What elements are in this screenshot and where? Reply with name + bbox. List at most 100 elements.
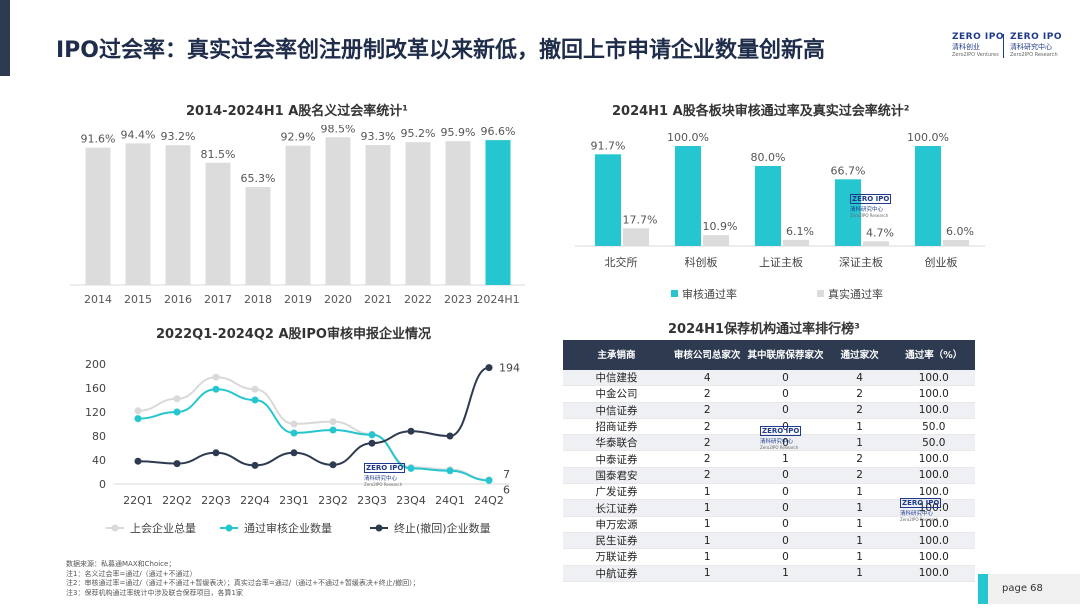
- data-label: 91.6%: [81, 133, 116, 146]
- table-row: 国泰君安 2 0 2 100.0: [563, 467, 975, 485]
- y-tick-label: 120: [85, 406, 106, 419]
- bar: [943, 240, 969, 246]
- logo-cn: 清科创业: [952, 43, 980, 51]
- zero2ipo-ventures-logo: ZERO IPO 清科创业 Zero2IPO Ventures: [952, 32, 1004, 60]
- footnote-1: 注1：名义过会率=通过/（通过+不通过）: [66, 569, 197, 578]
- chart2-grouped-bar-chart: 91.7% 17.7% 北交所 100.0% 10.9% 科创板 80.0% 6.1% 上证主板…: [575, 131, 985, 301]
- data-label: 93.3%: [361, 130, 396, 143]
- data-point: [173, 460, 181, 468]
- data-point: [407, 427, 415, 435]
- data-point: [407, 464, 415, 472]
- series-line: [137, 376, 490, 481]
- table-cell: 0: [744, 370, 827, 387]
- col-header-underwriter: 主承销商: [563, 340, 671, 370]
- data-point: [290, 420, 298, 428]
- watermark-cn: 清科研究中心: [850, 207, 884, 213]
- bar: [835, 179, 861, 246]
- table-cell: 民生证券: [563, 532, 671, 550]
- table-cell: 2: [670, 402, 745, 419]
- legend-label: 通过审核企业数量: [244, 521, 332, 535]
- data-label: 96.6%: [481, 125, 516, 138]
- table-cell: 2: [670, 450, 745, 468]
- x-tick-label: 2022: [404, 293, 432, 306]
- table-row: 民生证券 1 0 1 100.0: [563, 532, 975, 550]
- table-cell: 0: [744, 434, 827, 452]
- page-number-box: page 68: [988, 574, 1080, 604]
- x-tick-label: 2024H1: [476, 293, 519, 306]
- x-tick-label: 2023: [444, 293, 472, 306]
- table-cell: 1: [826, 532, 893, 550]
- data-label: 92.9%: [281, 131, 316, 144]
- bar: [365, 145, 391, 285]
- data-point: [134, 407, 142, 415]
- table-cell: 100.0: [892, 548, 975, 566]
- data-point: [251, 461, 259, 469]
- logo-wordmark: ZERO IPO: [1010, 32, 1062, 42]
- table-cell: 国泰君安: [563, 467, 671, 485]
- x-tick-label: 22Q3: [201, 494, 231, 507]
- table-cell: 1: [670, 532, 745, 550]
- legend-swatch: [671, 290, 678, 297]
- footnotes: 数据来源：私募通MAX和Choice； 注1：名义过会率=通过/（通过+不通过）…: [66, 560, 420, 598]
- table-cell: 1: [826, 418, 893, 436]
- bar: [595, 154, 621, 246]
- table-cell: 1: [670, 565, 745, 582]
- watermark-logo: ZERO IPO 清科研究中心 Zero2IPO Research: [850, 186, 892, 218]
- data-point: [446, 432, 454, 440]
- x-tick-label: 22Q2: [162, 494, 192, 507]
- table-cell: 1: [826, 483, 893, 501]
- bar: [85, 147, 111, 285]
- x-tick-label: 24Q2: [474, 494, 504, 507]
- table-row: 华泰联合 2 0 1 50.0: [563, 434, 975, 452]
- x-tick-label: 2014: [84, 293, 112, 306]
- x-tick-label: 2017: [204, 293, 232, 306]
- table-cell: 2: [670, 418, 745, 436]
- table-cell: 中航证券: [563, 565, 671, 582]
- data-label: 10.9%: [703, 220, 738, 233]
- x-tick-label: 创业板: [925, 255, 958, 269]
- x-tick-label: 深证主板: [839, 255, 883, 269]
- logo-en: Zero2IPO Ventures: [952, 52, 999, 58]
- data-label: 95.2%: [401, 127, 436, 140]
- data-point: [134, 415, 142, 423]
- bar: [285, 145, 311, 285]
- watermark-cn: 清科研究中心: [760, 439, 794, 445]
- table-row: 中信证券 2 0 2 100.0: [563, 402, 975, 419]
- table-cell: 0: [744, 499, 827, 517]
- table-cell: 2: [826, 450, 893, 468]
- data-point: [368, 439, 376, 447]
- legend-label: 真实通过率: [828, 287, 883, 301]
- data-label: 100.0%: [667, 131, 709, 144]
- table-cell: 长江证券: [563, 499, 671, 517]
- end-label: 194: [499, 362, 520, 375]
- data-label: 6.1%: [786, 225, 814, 238]
- logo-wordmark: ZERO IPO: [952, 32, 1004, 42]
- footnote-source: 数据来源：私募通MAX和Choice；: [66, 560, 176, 568]
- x-tick-label: 2016: [164, 293, 192, 306]
- table-cell: 0: [744, 467, 827, 485]
- x-tick-label: 23Q2: [318, 494, 348, 507]
- y-tick-label: 80: [92, 430, 106, 443]
- data-point: [251, 385, 259, 393]
- table-cell: 0: [744, 548, 827, 566]
- table-cell: 4: [826, 370, 893, 387]
- x-tick-label: 上证主板: [759, 255, 803, 269]
- y-tick-label: 160: [85, 382, 106, 395]
- table-cell: 中信证券: [563, 402, 671, 419]
- table-cell: 100.0: [892, 370, 975, 387]
- table-cell: 1: [826, 434, 893, 452]
- table-cell: 2: [670, 434, 745, 452]
- table-row: 中金公司 2 0 2 100.0: [563, 385, 975, 403]
- data-point: [329, 418, 337, 426]
- data-point: [173, 408, 181, 416]
- table-cell: 申万宏源: [563, 516, 671, 533]
- col-header-joint: 其中联席保荐家次: [744, 340, 827, 370]
- table-cell: 0: [744, 402, 827, 419]
- table-cell: 2: [670, 385, 745, 403]
- x-tick-label: 科创板: [685, 255, 718, 269]
- table-row: 中泰证券 2 1 2 100.0: [563, 450, 975, 468]
- data-point: [251, 396, 259, 404]
- legend-marker: [225, 524, 233, 532]
- logo-cn: 清科研究中心: [1010, 43, 1052, 51]
- legend-label: 审核通过率: [682, 287, 737, 301]
